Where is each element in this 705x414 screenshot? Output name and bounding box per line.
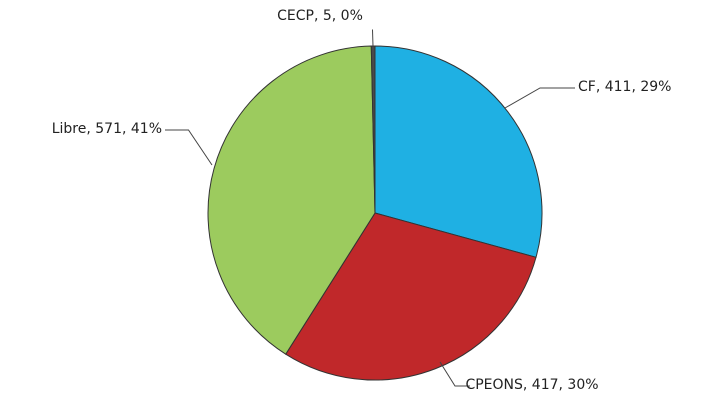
pie-slice	[374, 45, 543, 258]
leader-line	[372, 29, 374, 47]
pie-slice	[370, 45, 376, 214]
slice-label: CECP, 5, 0%	[277, 8, 363, 24]
leader-line	[504, 87, 575, 109]
slice-label: Libre, 571, 41%	[51, 121, 162, 137]
pie-slice	[207, 45, 376, 355]
leader-line	[165, 129, 213, 166]
leader-line	[439, 361, 470, 387]
slice-label: CF, 411, 29%	[578, 79, 672, 95]
pie-slice	[285, 212, 537, 381]
slice-label: CPEONS, 417, 30%	[465, 377, 599, 393]
